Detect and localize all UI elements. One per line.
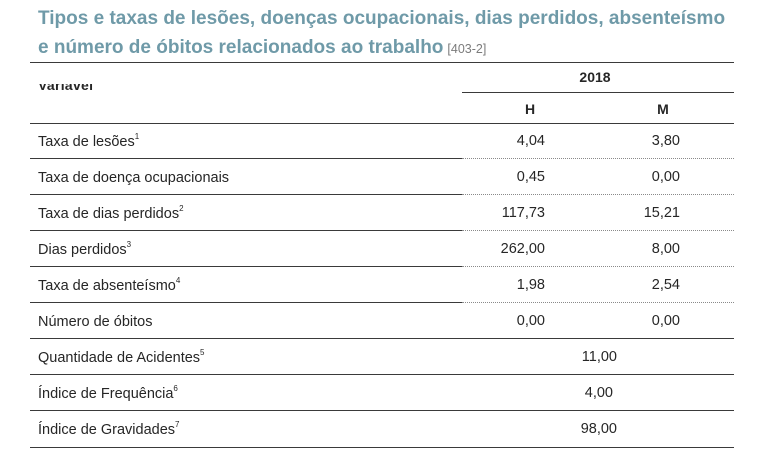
- row-value-h: 262,00: [500, 241, 545, 257]
- title-line-1: Tipos e taxas de lesões, doenças ocupaci…: [38, 8, 726, 29]
- header-bottom-rule: [30, 123, 734, 124]
- row-label-taxa-absenteismo: Taxa de absenteísmo4: [38, 276, 181, 294]
- row-label-indice-frequencia: Índice de Frequência6: [38, 384, 178, 402]
- row-value-m: 0,00: [651, 169, 680, 185]
- row-rule-right: [462, 266, 734, 267]
- row-rule-right: [462, 230, 734, 231]
- variable-header: Variável: [38, 84, 94, 93]
- table-title: Tipos e taxas de lesões, doenças ocupaci…: [38, 4, 738, 64]
- row-rule-right: [462, 194, 734, 195]
- row-label-taxa-de-lesoes: Taxa de lesões1: [38, 132, 140, 150]
- row-value-h: 4,04: [516, 133, 545, 149]
- title-reference: [403-2]: [447, 42, 487, 56]
- row-label-taxa-doenca: Taxa de doença ocupacionais: [38, 169, 230, 186]
- row-label-numero-obitos: Número de óbitos: [38, 313, 153, 330]
- row-rule-left: [30, 266, 462, 267]
- row-value-m: 3,80: [651, 133, 680, 149]
- row-rule: [30, 338, 734, 339]
- row-value-merged: 98,00: [580, 421, 617, 437]
- row-value-h: 1,98: [516, 277, 545, 293]
- row-value-merged: 11,00: [581, 349, 617, 365]
- year-header: 2018: [579, 69, 611, 85]
- row-value-m: 0,00: [651, 313, 680, 329]
- row-value-m: 15,21: [643, 205, 680, 221]
- row-value-m: 2,54: [651, 277, 680, 293]
- year-header-rule: [462, 92, 734, 93]
- row-label-quantidade-acidentes: Quantidade de Acidentes5: [38, 348, 205, 366]
- table-top-rule: [30, 62, 734, 63]
- row-value-merged: 4,00: [584, 385, 613, 401]
- row-label-taxa-dias-perdidos: Taxa de dias perdidos2: [38, 204, 184, 222]
- row-label-dias-perdidos: Dias perdidos3: [38, 240, 132, 258]
- row-value-m: 8,00: [651, 241, 680, 257]
- row-rule: [30, 374, 734, 375]
- row-rule-right: [462, 158, 734, 159]
- row-value-h: 0,00: [516, 313, 545, 329]
- row-value-h: 117,73: [501, 205, 545, 221]
- title-line-2: e número de óbitos relacionados ao traba…: [38, 37, 444, 58]
- table-bottom-rule: [30, 447, 734, 448]
- row-label-indice-gravidades: Índice de Gravidades7: [38, 420, 180, 438]
- row-value-h: 0,45: [516, 169, 545, 185]
- row-rule-left: [30, 194, 462, 195]
- row-rule-left: [30, 230, 462, 231]
- row-rule-left: [30, 302, 462, 303]
- column-h-header: H: [524, 101, 536, 117]
- row-rule: [30, 410, 734, 411]
- column-m-header: M: [657, 101, 669, 117]
- row-rule-right: [462, 302, 734, 303]
- row-rule-left: [30, 158, 462, 159]
